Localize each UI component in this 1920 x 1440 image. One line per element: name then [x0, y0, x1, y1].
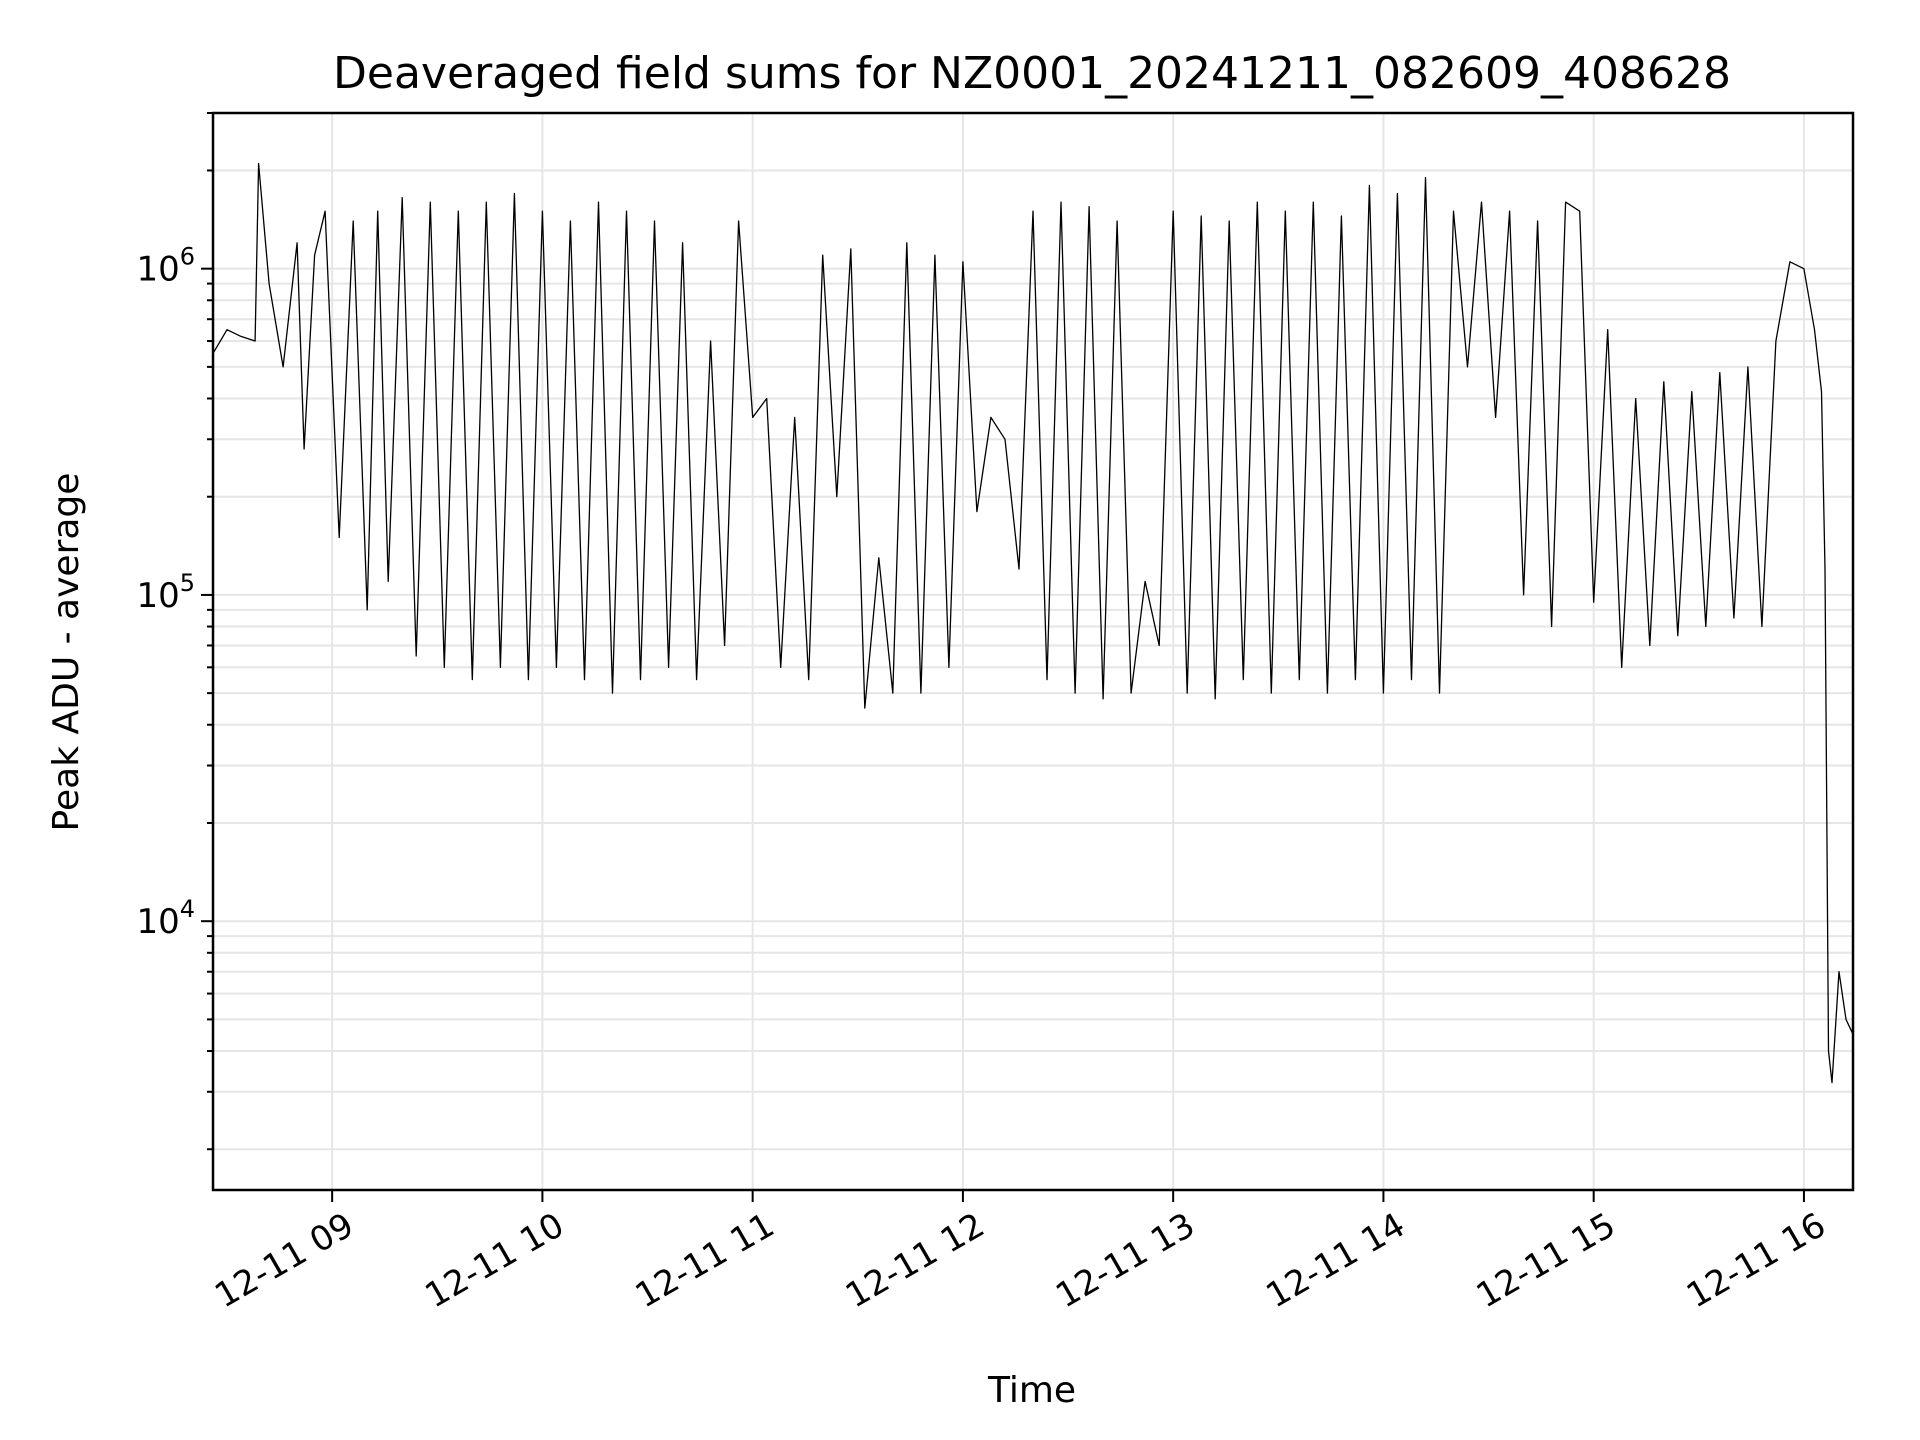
- chart-title: Deaveraged field sums for NZ0001_2024121…: [333, 48, 1731, 99]
- x-tick-label: 12-11 10: [419, 1205, 571, 1316]
- x-tick-label: 12-11 13: [1049, 1205, 1201, 1316]
- x-tick-label: 12-11 16: [1680, 1205, 1832, 1316]
- y-tick-label: 105: [136, 569, 195, 616]
- x-tick-label: 12-11 09: [208, 1205, 360, 1316]
- axis-ticks: [201, 112, 1805, 1202]
- x-tick-label: 12-11 12: [839, 1205, 991, 1316]
- series-line: [212, 162, 1854, 1084]
- x-tick-labels: 12-11 09 12-11 10 12-11 11 12-11 12 12-11 13…: [208, 1205, 1832, 1316]
- y-tick-labels: 104 105 106: [136, 243, 195, 943]
- x-tick-label: 12-11 15: [1470, 1205, 1622, 1316]
- x-axis-label: Time: [987, 1370, 1076, 1411]
- grid-lines: [213, 112, 1853, 1190]
- plot-frame: [211, 111, 1855, 1192]
- x-tick-label: 12-11 14: [1260, 1205, 1412, 1316]
- y-tick-label: 106: [136, 243, 195, 290]
- y-tick-label: 104: [136, 895, 195, 942]
- x-tick-label: 12-11 11: [629, 1205, 781, 1316]
- data-series: [212, 162, 1854, 1084]
- y-axis-label: Peak ADU - average: [46, 473, 87, 832]
